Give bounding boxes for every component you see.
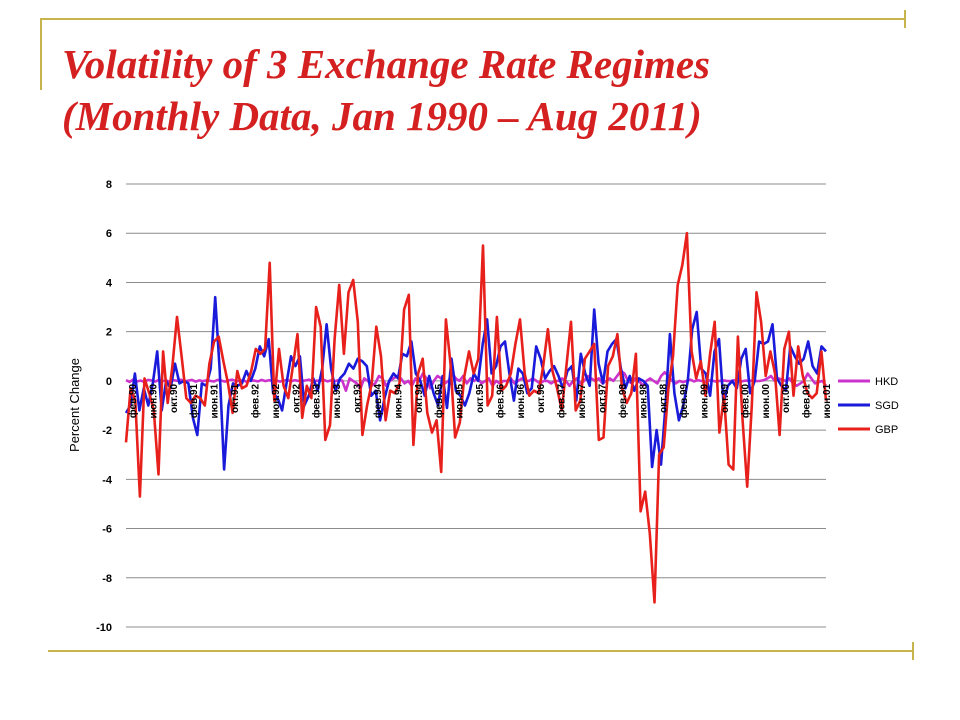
- x-tick-label: июн.01: [822, 383, 833, 418]
- y-tick-label: -4: [102, 474, 113, 486]
- x-tick-label: фев.97: [556, 383, 568, 418]
- x-tick-label: окт.93: [353, 383, 364, 412]
- y-tick-label: -6: [102, 524, 112, 536]
- y-tick-label: 2: [106, 327, 112, 339]
- x-tick-label: июн.95: [455, 383, 466, 418]
- x-tick-label: окт.99: [720, 383, 731, 412]
- y-tick-label: 6: [106, 228, 112, 240]
- x-tick-label: окт.96: [536, 383, 547, 412]
- x-tick-label: окт.91: [230, 383, 241, 412]
- x-tick-label: июн.90: [148, 383, 159, 418]
- top-rule: [40, 18, 906, 20]
- y-axis-label: Percent Change: [67, 358, 82, 452]
- x-tick-label: окт.00: [781, 383, 792, 412]
- x-tick-label: июн.91: [210, 383, 221, 418]
- slide-title-line-2: (Monthly Data, Jan 1990 – Aug 2011): [62, 93, 702, 139]
- y-tick-label: -10: [96, 622, 112, 634]
- bottom-rule: [48, 650, 914, 652]
- x-tick-label: фев.96: [494, 383, 506, 418]
- legend-label-hkd: HKD: [875, 376, 898, 388]
- top-rule-end-tick: [904, 10, 906, 28]
- legend-label-gbp: GBP: [875, 424, 898, 436]
- x-tick-label: июн.97: [577, 383, 588, 418]
- y-tick-label: -2: [102, 425, 112, 437]
- x-tick-label: июн.94: [393, 383, 404, 418]
- y-tick-label: -8: [102, 573, 112, 585]
- x-tick-label: фев.91: [188, 383, 200, 418]
- x-tick-label: окт.95: [475, 383, 486, 412]
- x-tick-label: фев.90: [127, 383, 139, 418]
- x-tick-label: окт.97: [598, 383, 609, 412]
- title-accent-vertical-rule: [40, 18, 42, 90]
- x-tick-label: фев.94: [372, 383, 384, 418]
- data-series: [124, 231, 828, 604]
- x-tick-label: фев.95: [433, 383, 445, 418]
- y-tick-label: 4: [106, 277, 113, 289]
- y-tick-label: 0: [106, 376, 112, 388]
- series-line-sgd: [124, 295, 827, 471]
- x-tick-label: окт.98: [659, 383, 670, 412]
- x-tick-label: окт.90: [169, 383, 180, 412]
- x-tick-label: окт.94: [414, 383, 425, 412]
- y-axis-tick-labels: -10 -8 -6 -4 -2 0 2 4 6 8: [96, 179, 113, 634]
- y-tick-label: 8: [106, 179, 112, 191]
- x-tick-label: фев.93: [311, 383, 323, 418]
- legend-label-sgd: SGD: [875, 400, 899, 412]
- x-tick-label: июн.98: [638, 383, 649, 418]
- legend: HKD SGD GBP: [838, 376, 899, 436]
- x-tick-label: фев.92: [250, 383, 262, 418]
- series-line-gbp: [124, 231, 828, 604]
- x-tick-label: фев.98: [617, 383, 629, 418]
- x-tick-label: июн.96: [516, 383, 527, 418]
- x-tick-label: окт.92: [291, 383, 302, 412]
- x-tick-label: июн.92: [271, 383, 282, 418]
- slide-title-line-1: Volatility of 3 Exchange Rate Regimes: [62, 41, 711, 87]
- x-tick-label: июн.00: [761, 383, 772, 418]
- x-axis-tick-labels: фев.90 июн.90 окт.90 фев.91 июн.91 окт.91 фев.…: [127, 383, 833, 418]
- x-tick-label: фев.99: [678, 383, 690, 418]
- x-tick-label: июн.93: [332, 383, 343, 418]
- x-tick-label: фев.01: [801, 383, 813, 418]
- x-tick-label: июн.99: [700, 383, 711, 418]
- slide-title: Volatility of 3 Exchange Rate Regimes (M…: [62, 38, 922, 142]
- x-tick-label: фев.00: [739, 383, 751, 418]
- bottom-rule-end-tick: [912, 642, 914, 660]
